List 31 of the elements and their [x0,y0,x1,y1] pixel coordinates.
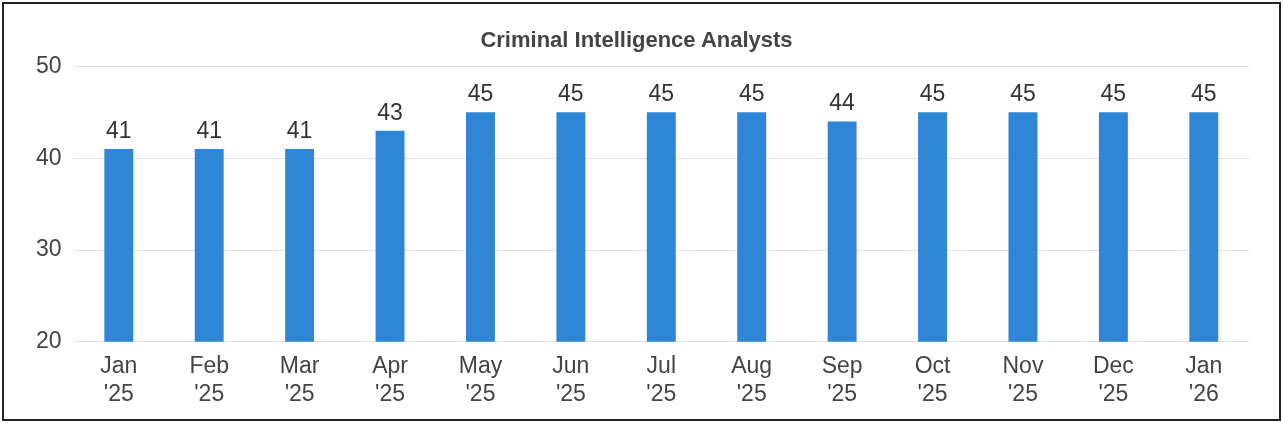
chart-title: Criminal Intelligence Analysts [480,27,793,53]
y-tick-label: 50 [35,51,62,78]
y-tick-label: 20 [35,327,62,354]
x-tick-label: Nov '25 [1002,351,1044,406]
x-tick-label: Jan '25 [100,351,138,406]
x-tick-label: Jul '25 [646,351,677,406]
y-tick-label: 30 [35,235,62,262]
x-tick-label: Jun '25 [552,351,590,406]
x-tick-label: Oct '25 [914,351,952,406]
data-label: 45 [648,80,675,107]
x-tick-label: Apr '25 [372,351,409,406]
data-label: 44 [829,89,856,116]
data-label: 45 [467,80,494,107]
data-label: 45 [1010,80,1036,107]
data-label: 43 [377,98,403,125]
x-tick-label: Mar '25 [279,351,320,406]
x-tick-label: Aug '25 [731,351,773,406]
y-tick-label: 40 [35,143,62,170]
x-tick-label: May '25 [458,351,503,406]
data-label: 45 [1190,80,1217,107]
x-tick-label: Jan '26 [1185,351,1223,406]
x-tick-label: Dec '25 [1092,351,1134,406]
data-label: 41 [105,116,132,143]
data-label: 45 [1100,80,1127,107]
x-tick-label: Feb '25 [189,351,230,406]
data-label: 45 [919,80,946,107]
data-label: 45 [558,80,584,107]
data-label: 45 [738,80,765,107]
x-tick-label: Sep '25 [821,351,863,406]
data-label: 41 [196,116,222,143]
data-label: 41 [286,116,313,143]
